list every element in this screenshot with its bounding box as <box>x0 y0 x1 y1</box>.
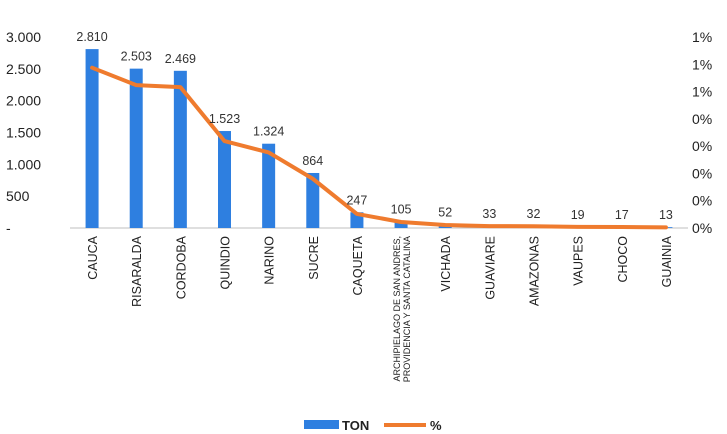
bars-group <box>85 49 673 229</box>
bar-value-label: 1.324 <box>253 125 284 139</box>
right-axis-tick-label: 1% <box>692 56 712 72</box>
category-label-line: PROVIDENCIA Y SANTA CATALINA <box>402 236 412 382</box>
right-axis-tick-label: 0% <box>692 193 712 209</box>
percent-point <box>224 140 225 142</box>
category-label: CAQUETA <box>351 235 365 295</box>
bar-quindio <box>218 131 231 228</box>
category-label: VAUPES <box>572 236 586 286</box>
right-axis-tick-label: 0% <box>692 220 712 236</box>
line-group <box>90 65 668 230</box>
right-axis-tick-label: 0% <box>692 138 712 154</box>
left-axis-tick-label: - <box>6 220 11 236</box>
bar-value-label: 32 <box>527 207 541 221</box>
bar-cordoba <box>173 70 187 228</box>
legend-swatch-ton <box>304 420 339 429</box>
category-label: VICHADA <box>439 235 453 291</box>
left-axis-tick-label: 3.000 <box>6 29 41 45</box>
bar-value-label: 19 <box>571 208 585 222</box>
left-axis-tick-label: 1.000 <box>6 156 41 172</box>
percent-point <box>444 224 446 226</box>
bar-value-label: 52 <box>438 206 452 220</box>
percent-point <box>91 67 93 69</box>
left-axis-tick-label: 500 <box>6 188 30 204</box>
percent-point <box>577 226 579 228</box>
percent-point <box>621 226 623 228</box>
bar-value-label: 13 <box>659 208 673 222</box>
percent-point <box>135 84 137 86</box>
percent-point <box>400 221 402 223</box>
percent-point <box>356 213 358 215</box>
legend-label-ton: TON <box>342 418 369 433</box>
category-label: GUAVIARE <box>483 236 497 300</box>
category-label: NARINO <box>263 236 277 285</box>
category-label: QUINDIO <box>219 236 233 290</box>
bar-value-label: 17 <box>615 208 629 222</box>
percent-point <box>179 86 181 88</box>
bar-archipielago <box>394 221 408 228</box>
left-axis-tick-label: 2.500 <box>6 61 41 77</box>
bar-value-label: 247 <box>346 193 367 207</box>
percent-point <box>312 178 314 180</box>
category-label: RISARALDA <box>130 235 144 307</box>
right-axis-tick-label: 0% <box>692 165 712 181</box>
category-label: CORDOBA <box>174 235 188 299</box>
bar-sucre <box>306 172 320 228</box>
bar-value-label: 1.523 <box>209 112 240 126</box>
percent-point <box>665 226 667 228</box>
category-label: GUAINIA <box>660 235 674 287</box>
percent-point <box>268 151 270 153</box>
legend-label-percent: % <box>430 418 442 433</box>
bar-value-label: 864 <box>302 154 323 168</box>
percent-point <box>533 225 534 227</box>
axes-group: - 500 1.000 1.500 2.000 2.500 3.000 0% 0% 0% 0% 0% 1… <box>6 29 712 236</box>
category-label: AMAZONAS <box>528 236 542 306</box>
category-label: CHOCO <box>616 236 630 283</box>
bar-narino <box>262 143 276 228</box>
bar-risaralda <box>129 68 143 228</box>
bar-value-label: 105 <box>391 202 412 216</box>
right-axis-tick-label: 1% <box>692 84 712 100</box>
left-axis-tick-label: 2.000 <box>6 93 41 109</box>
category-labels-group: CAUCA RISARALDA CORDOBA QUINDIO NARINO SUCRE C… <box>86 235 674 382</box>
category-label: CAUCA <box>86 235 100 279</box>
right-axis-tick-label: 0% <box>692 111 712 127</box>
bar-value-label: 2.810 <box>76 30 107 44</box>
legend: TON % <box>304 418 442 433</box>
left-axis-tick-label: 1.500 <box>6 125 41 141</box>
data-labels-group: 2.810 2.503 2.469 1.523 1.324 864 247 105 52 33 32… <box>76 30 672 222</box>
bar-value-label: 2.469 <box>165 52 196 66</box>
category-label-line: ARCHIPIELAGO DE SAN ANDRES, <box>392 236 402 382</box>
bar-cauca <box>85 49 99 229</box>
percent-point <box>488 225 490 227</box>
category-label: SUCRE <box>307 236 321 280</box>
right-axis-tick-label: 1% <box>692 29 712 45</box>
bar-value-label: 2.503 <box>121 50 152 64</box>
bar-value-label: 33 <box>482 207 496 221</box>
percent-line <box>90 65 668 230</box>
